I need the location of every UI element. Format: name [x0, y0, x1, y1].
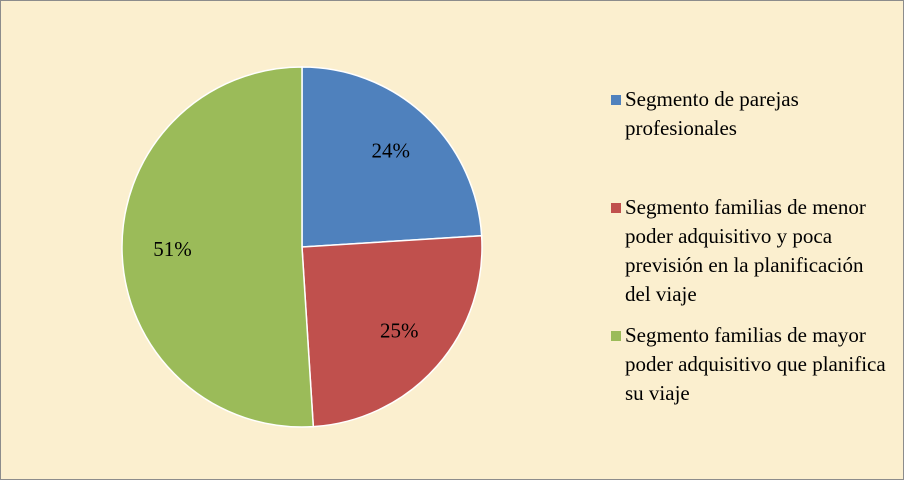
data-label: 25% [380, 319, 419, 343]
legend-swatch [611, 203, 621, 213]
pie-slice [301, 234, 483, 428]
pie-slice [301, 66, 483, 248]
legend-swatch [611, 331, 621, 341]
data-label: 24% [371, 138, 410, 162]
data-label: 51% [153, 237, 192, 261]
legend-entry: Segmento de parejas profesionales [611, 85, 891, 143]
legend-entry: Segmento familias de mayor poder adquisi… [611, 321, 891, 408]
pie-slice [121, 66, 315, 428]
legend-label: Segmento familias de menor poder adquisi… [625, 195, 866, 306]
legend-entry: Segmento familias de menor poder adquisi… [611, 193, 891, 309]
legend-label: Segmento familias de mayor poder adquisi… [625, 323, 886, 405]
legend-label: Segmento de parejas profesionales [625, 87, 799, 140]
legend-swatch [611, 95, 621, 105]
